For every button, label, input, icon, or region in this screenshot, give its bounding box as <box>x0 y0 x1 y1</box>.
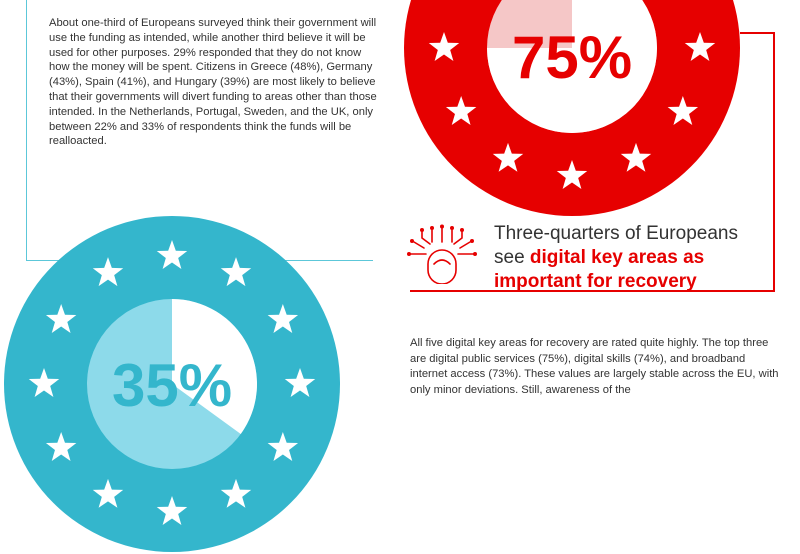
star-icon <box>667 96 699 125</box>
star-icon <box>92 257 124 287</box>
percent-label: 35% <box>112 352 232 419</box>
red-frame-top <box>740 32 774 34</box>
star-icon <box>28 368 60 397</box>
star-icon <box>156 240 188 269</box>
star-icon <box>45 304 77 333</box>
star-icon <box>267 304 299 333</box>
star-icon <box>620 142 652 172</box>
star-ring <box>428 32 716 189</box>
stat-circle-35: 35% <box>4 216 340 552</box>
star-icon <box>284 368 316 397</box>
stat-circle-75: 75% <box>404 0 740 216</box>
star-icon <box>684 32 716 61</box>
star-icon <box>428 32 460 61</box>
headline-line1: Three-quarters of Europeans <box>494 223 738 244</box>
star-icon <box>556 160 588 189</box>
red-frame-bottom <box>410 290 774 292</box>
star-icon <box>445 96 477 125</box>
headline: Three-quarters of Europeans see digital … <box>494 222 774 294</box>
star-icon <box>220 257 252 287</box>
percent-label: 75% <box>512 24 632 91</box>
right-paragraph: All five digital key areas for recovery … <box>410 337 779 396</box>
star-icon <box>492 142 524 172</box>
touch-fingerprint-icon <box>407 224 477 284</box>
headline-highlight: digital key areas as important for recov… <box>494 247 705 292</box>
pie-fill <box>487 0 657 133</box>
red-frame-right <box>773 32 775 292</box>
left-paragraph: About one-third of Europeans surveyed th… <box>49 17 377 148</box>
headline-plain: see <box>494 247 530 268</box>
